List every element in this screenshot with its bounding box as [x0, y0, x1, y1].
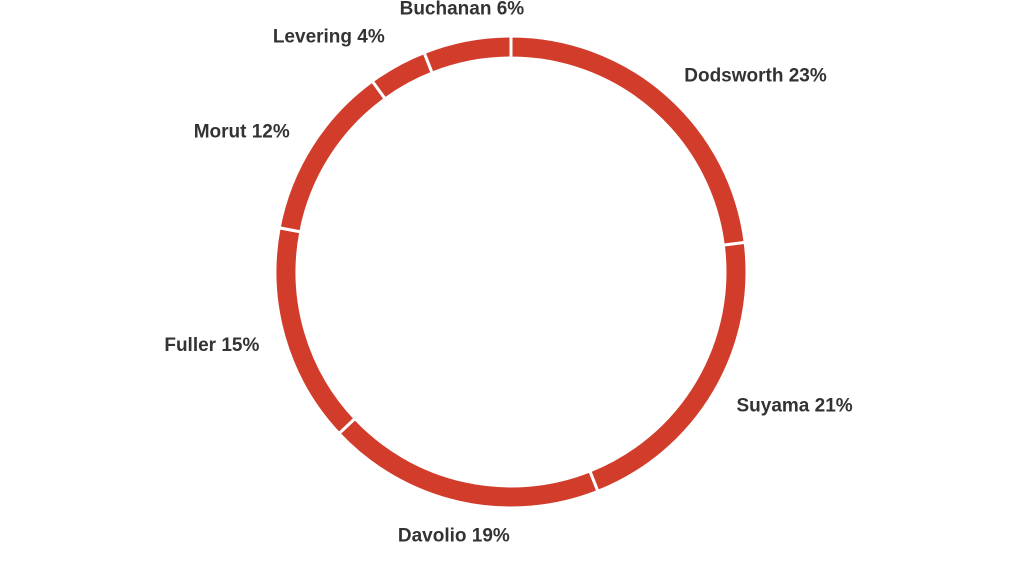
donut-slices — [273, 34, 749, 510]
slice-label-dodsworth: Dodsworth 23% — [684, 65, 827, 86]
slice-label-morut: Morut 12% — [194, 122, 290, 143]
slice-fuller — [273, 226, 358, 436]
slice-label-fuller: Fuller 15% — [164, 335, 259, 356]
slice-suyama — [587, 240, 749, 494]
slice-labels: Dodsworth 23% Suyama 21% Davolio 19% Fuller… — [164, 0, 852, 547]
slice-label-davolio: Davolio 19% — [398, 526, 510, 547]
slice-levering — [370, 50, 435, 101]
slice-label-suyama: Suyama 21% — [737, 395, 853, 416]
slice-buchanan — [422, 34, 513, 75]
slice-davolio — [336, 416, 600, 510]
slice-label-levering: Levering 4% — [273, 26, 385, 47]
slice-label-buchanan: Buchanan 6% — [400, 0, 525, 20]
slice-morut — [277, 78, 388, 234]
